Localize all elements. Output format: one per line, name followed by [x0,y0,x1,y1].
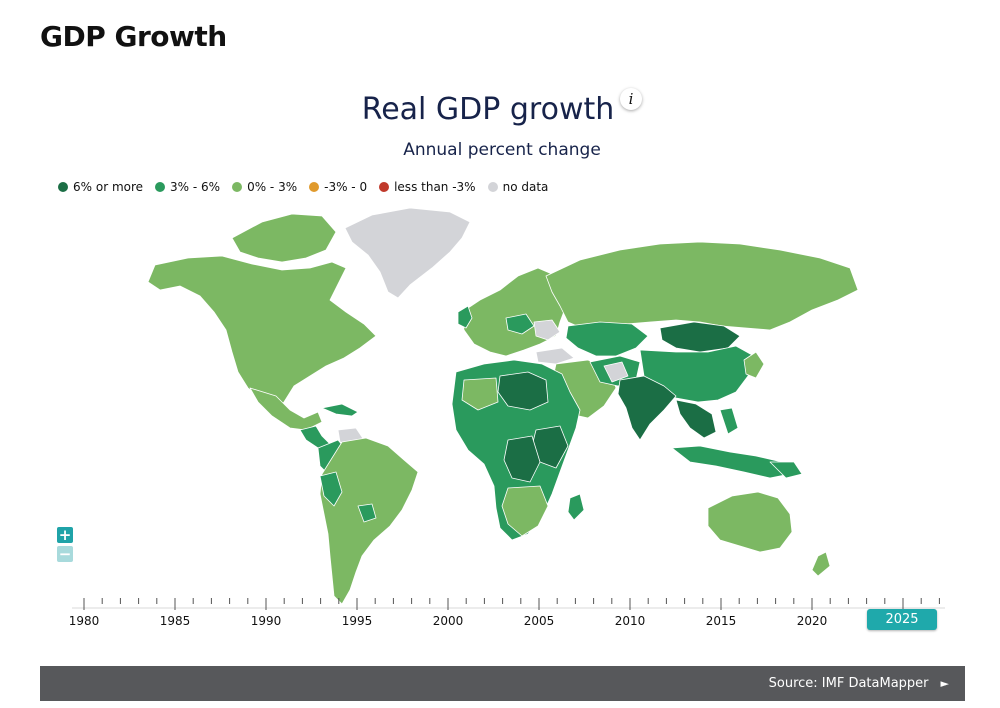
region-greenland[interactable] [344,207,471,299]
source-label: Source: IMF DataMapper [768,676,929,691]
region-central-africa[interactable] [503,435,541,483]
timeline-year-label[interactable]: 1985 [159,614,191,628]
region-afghanistan[interactable] [603,361,629,383]
region-japan[interactable] [743,351,765,379]
selected-year-badge[interactable]: 2025 [867,609,937,630]
region-belarus-ukraine[interactable] [533,319,561,341]
region-peru[interactable] [319,471,343,507]
legend-dot [155,182,166,192]
legend-label: 0% - 3% [247,180,298,194]
legend-dot [379,182,390,192]
timeline-year-label[interactable]: 1990 [250,614,282,628]
legend-item-6-or-more[interactable]: 6% or more [58,180,143,194]
legend-label: 6% or more [73,180,144,194]
legend-dot [309,182,320,192]
legend-item-less-than-minus-3[interactable]: less than -3% [379,180,476,194]
region-caribbean[interactable] [321,403,359,417]
timeline-year-label[interactable]: 1980 [68,614,100,628]
region-central-asia[interactable] [565,321,649,357]
source-link[interactable]: Source: IMF DataMapper ► [769,666,949,701]
region-papua-new-guinea[interactable] [769,461,803,479]
timeline-year-label[interactable]: 2000 [432,614,464,628]
legend-label: no data [502,180,549,194]
zoom-out-button[interactable]: − [57,545,73,563]
zoom-in-button[interactable]: + [57,526,73,544]
region-turkey[interactable] [535,347,575,365]
legend-item-no-data[interactable]: no data [487,180,549,194]
region-southeast-asia[interactable] [675,399,717,439]
legend: 6% or more 3% - 6% 0% - 3% -3% - 0 less … [58,180,548,194]
play-arrow-icon: ► [940,677,949,690]
legend-item-0-to-3[interactable]: 0% - 3% [232,180,297,194]
map-title: Real GDP growth [0,92,1000,127]
map-subtitle-text: Annual percent change [403,140,601,160]
legend-dot [232,182,243,192]
timeline-year-label[interactable]: 2010 [614,614,646,628]
region-southern-africa[interactable] [501,485,549,537]
page-heading: GDP Growth [40,20,227,53]
timeline-year-label[interactable]: 2020 [796,614,828,628]
region-new-zealand[interactable] [811,551,831,577]
timeline-year-label[interactable]: 2015 [705,614,737,628]
region-russia[interactable] [545,241,859,331]
region-philippines[interactable] [719,407,739,435]
footer-bar: Source: IMF DataMapper ► [40,666,965,701]
legend-dot [58,182,68,192]
region-india[interactable] [617,375,677,441]
legend-item-3-to-6[interactable]: 3% - 6% [155,180,220,194]
region-paraguay[interactable] [357,503,377,523]
legend-dot [487,182,498,192]
region-madagascar[interactable] [567,493,585,521]
info-icon[interactable]: i [620,88,642,110]
map-subtitle: Annual percent change [0,140,1000,160]
legend-label: less than -3% [394,180,476,194]
region-uk-ireland[interactable] [457,305,473,329]
legend-item-minus-3-to-0[interactable]: -3% - 0 [309,180,367,194]
region-arctic-islands[interactable] [231,213,337,263]
region-north-africa[interactable] [497,371,549,411]
timeline-year-label[interactable]: 1995 [341,614,373,628]
legend-label: 3% - 6% [170,180,221,194]
region-sahel[interactable] [461,377,499,411]
region-australia[interactable] [707,491,793,553]
region-central-europe[interactable] [505,313,535,335]
legend-label: -3% - 0 [324,180,368,194]
region-south-america[interactable] [319,437,419,605]
map-title-text: Real GDP growth [361,92,615,127]
region-north-america[interactable] [147,255,377,411]
region-mexico[interactable] [249,387,323,431]
timeline-year-label[interactable]: 2005 [523,614,555,628]
